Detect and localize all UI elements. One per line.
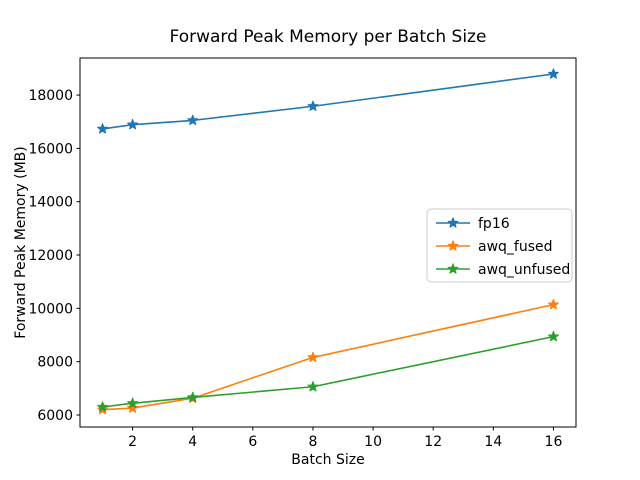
y-axis-label: Forward Peak Memory (MB): [13, 146, 29, 338]
data-point-marker-awq_unfused: [97, 401, 108, 412]
x-tick-label: 10: [364, 434, 382, 450]
legend: fp16 awq_fused awq_unfused: [426, 208, 573, 283]
legend-label: fp16: [478, 216, 510, 232]
x-tick-label: 12: [424, 434, 442, 450]
series-awq_unfused: [97, 330, 559, 412]
data-point-marker-awq_fused: [307, 351, 319, 363]
legend-label: awq_fused: [478, 239, 553, 255]
y-tick-label: 12000: [28, 248, 73, 264]
y-tick-label: 10000: [28, 301, 73, 317]
data-point-marker-fp16: [307, 100, 319, 111]
x-tick-label: 16: [545, 434, 563, 450]
x-tick-label: 6: [248, 434, 257, 450]
x-tick-label: 8: [309, 434, 318, 450]
y-tick-label: 14000: [28, 195, 73, 211]
legend-box: [426, 208, 573, 283]
data-point-marker-fp16: [187, 114, 199, 126]
x-tick-label: 2: [128, 434, 137, 450]
legend-marker-sample: [447, 263, 459, 274]
x-tick-label: 14: [484, 434, 502, 450]
data-point-marker-fp16: [97, 123, 108, 134]
data-point-marker-awq_fused: [548, 298, 559, 310]
data-point-marker-awq_unfused: [187, 391, 199, 403]
y-tick-label: 8000: [37, 355, 73, 371]
x-axis-label: Batch Size: [291, 452, 364, 468]
y-tick-label: 6000: [37, 408, 73, 424]
legend-entry-awq_fused: awq_fused: [436, 239, 553, 255]
data-point-marker-awq_unfused: [548, 330, 559, 342]
series-fp16: [97, 68, 559, 134]
plot-area: 2 4 6 8 10 12 14 16 6000 8000 10000 12000 14000 16000…: [28, 57, 577, 450]
legend-entry-awq_unfused: awq_unfused: [436, 262, 570, 278]
chart-title: Forward Peak Memory per Batch Size: [170, 27, 487, 47]
data-point-marker-awq_unfused: [127, 397, 139, 408]
y-tick-label: 16000: [28, 141, 73, 157]
legend-entry-fp16: fp16: [436, 216, 510, 232]
x-axis: 2 4 6 8 10 12 14 16: [128, 427, 562, 450]
y-tick-label: 18000: [28, 88, 73, 104]
legend-label: awq_unfused: [478, 262, 570, 278]
data-point-marker-awq_unfused: [307, 381, 319, 392]
legend-marker-sample: [447, 240, 459, 251]
legend-marker-sample: [447, 217, 459, 228]
x-tick-label: 4: [188, 434, 197, 450]
data-point-marker-fp16: [127, 118, 139, 130]
data-point-marker-fp16: [548, 68, 559, 79]
y-axis: 6000 8000 10000 12000 14000 16000 18000: [28, 88, 80, 424]
data-point-marker-awq_fused: [127, 402, 139, 413]
